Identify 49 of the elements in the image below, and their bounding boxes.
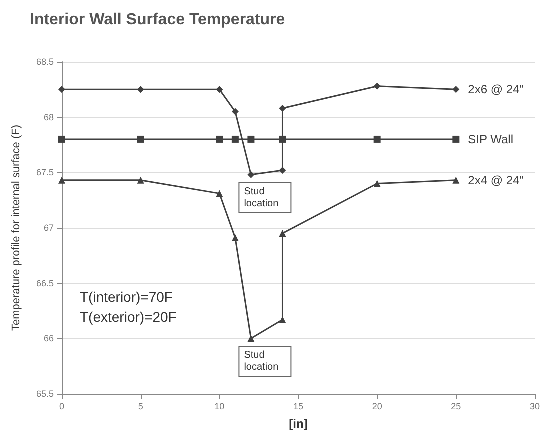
point	[452, 176, 460, 184]
y-axis-title: Temperature profile for internal surface (F)	[10, 124, 22, 332]
x-tick-label: 20	[372, 402, 382, 412]
series-label: SIP Wall	[468, 132, 514, 146]
point	[452, 86, 460, 94]
point	[248, 136, 255, 143]
y-tick-label: 67	[44, 223, 54, 233]
y-tick-label: 66.5	[36, 278, 54, 288]
series-label: 2x4 @ 24"	[468, 173, 524, 188]
point	[248, 335, 255, 342]
point	[374, 180, 381, 188]
y-tick-label: 68.5	[36, 57, 54, 67]
x-tick-label: 30	[530, 402, 540, 412]
x-tick-label: 25	[451, 402, 462, 412]
y-tick-label: 67.5	[36, 168, 54, 178]
chart-title: Interior Wall Surface Temperature	[30, 12, 286, 28]
point	[374, 82, 381, 90]
x-tick-label: 0	[59, 402, 65, 412]
annotation: T(interior)=70F	[80, 289, 173, 305]
point	[137, 176, 144, 184]
point	[216, 136, 224, 143]
point	[232, 136, 239, 143]
point	[216, 190, 224, 198]
x-axis-title: [in]	[289, 417, 308, 431]
point	[248, 171, 255, 178]
annotation: T(exterior)=20F	[80, 309, 177, 325]
point	[374, 136, 381, 143]
x-tick-label: 15	[293, 402, 304, 412]
point	[279, 166, 286, 174]
point	[137, 86, 144, 94]
x-tick-label: 10	[214, 402, 225, 412]
point	[58, 136, 66, 143]
annotation: Stud location	[244, 350, 279, 374]
y-tick-label: 68	[44, 112, 54, 122]
point	[232, 108, 239, 116]
annotation: Stud location	[244, 186, 279, 210]
point	[279, 230, 286, 238]
point	[279, 104, 286, 112]
point	[452, 136, 460, 143]
point	[58, 176, 66, 184]
point	[216, 86, 224, 94]
y-tick-label: 65.5	[36, 389, 54, 399]
x-tick-label: 5	[138, 402, 144, 412]
point	[137, 136, 144, 143]
point	[58, 86, 66, 94]
y-tick-label: 66	[44, 334, 54, 344]
point	[232, 234, 239, 242]
series-label: 2x6 @ 24"	[468, 82, 524, 97]
point	[279, 136, 286, 143]
